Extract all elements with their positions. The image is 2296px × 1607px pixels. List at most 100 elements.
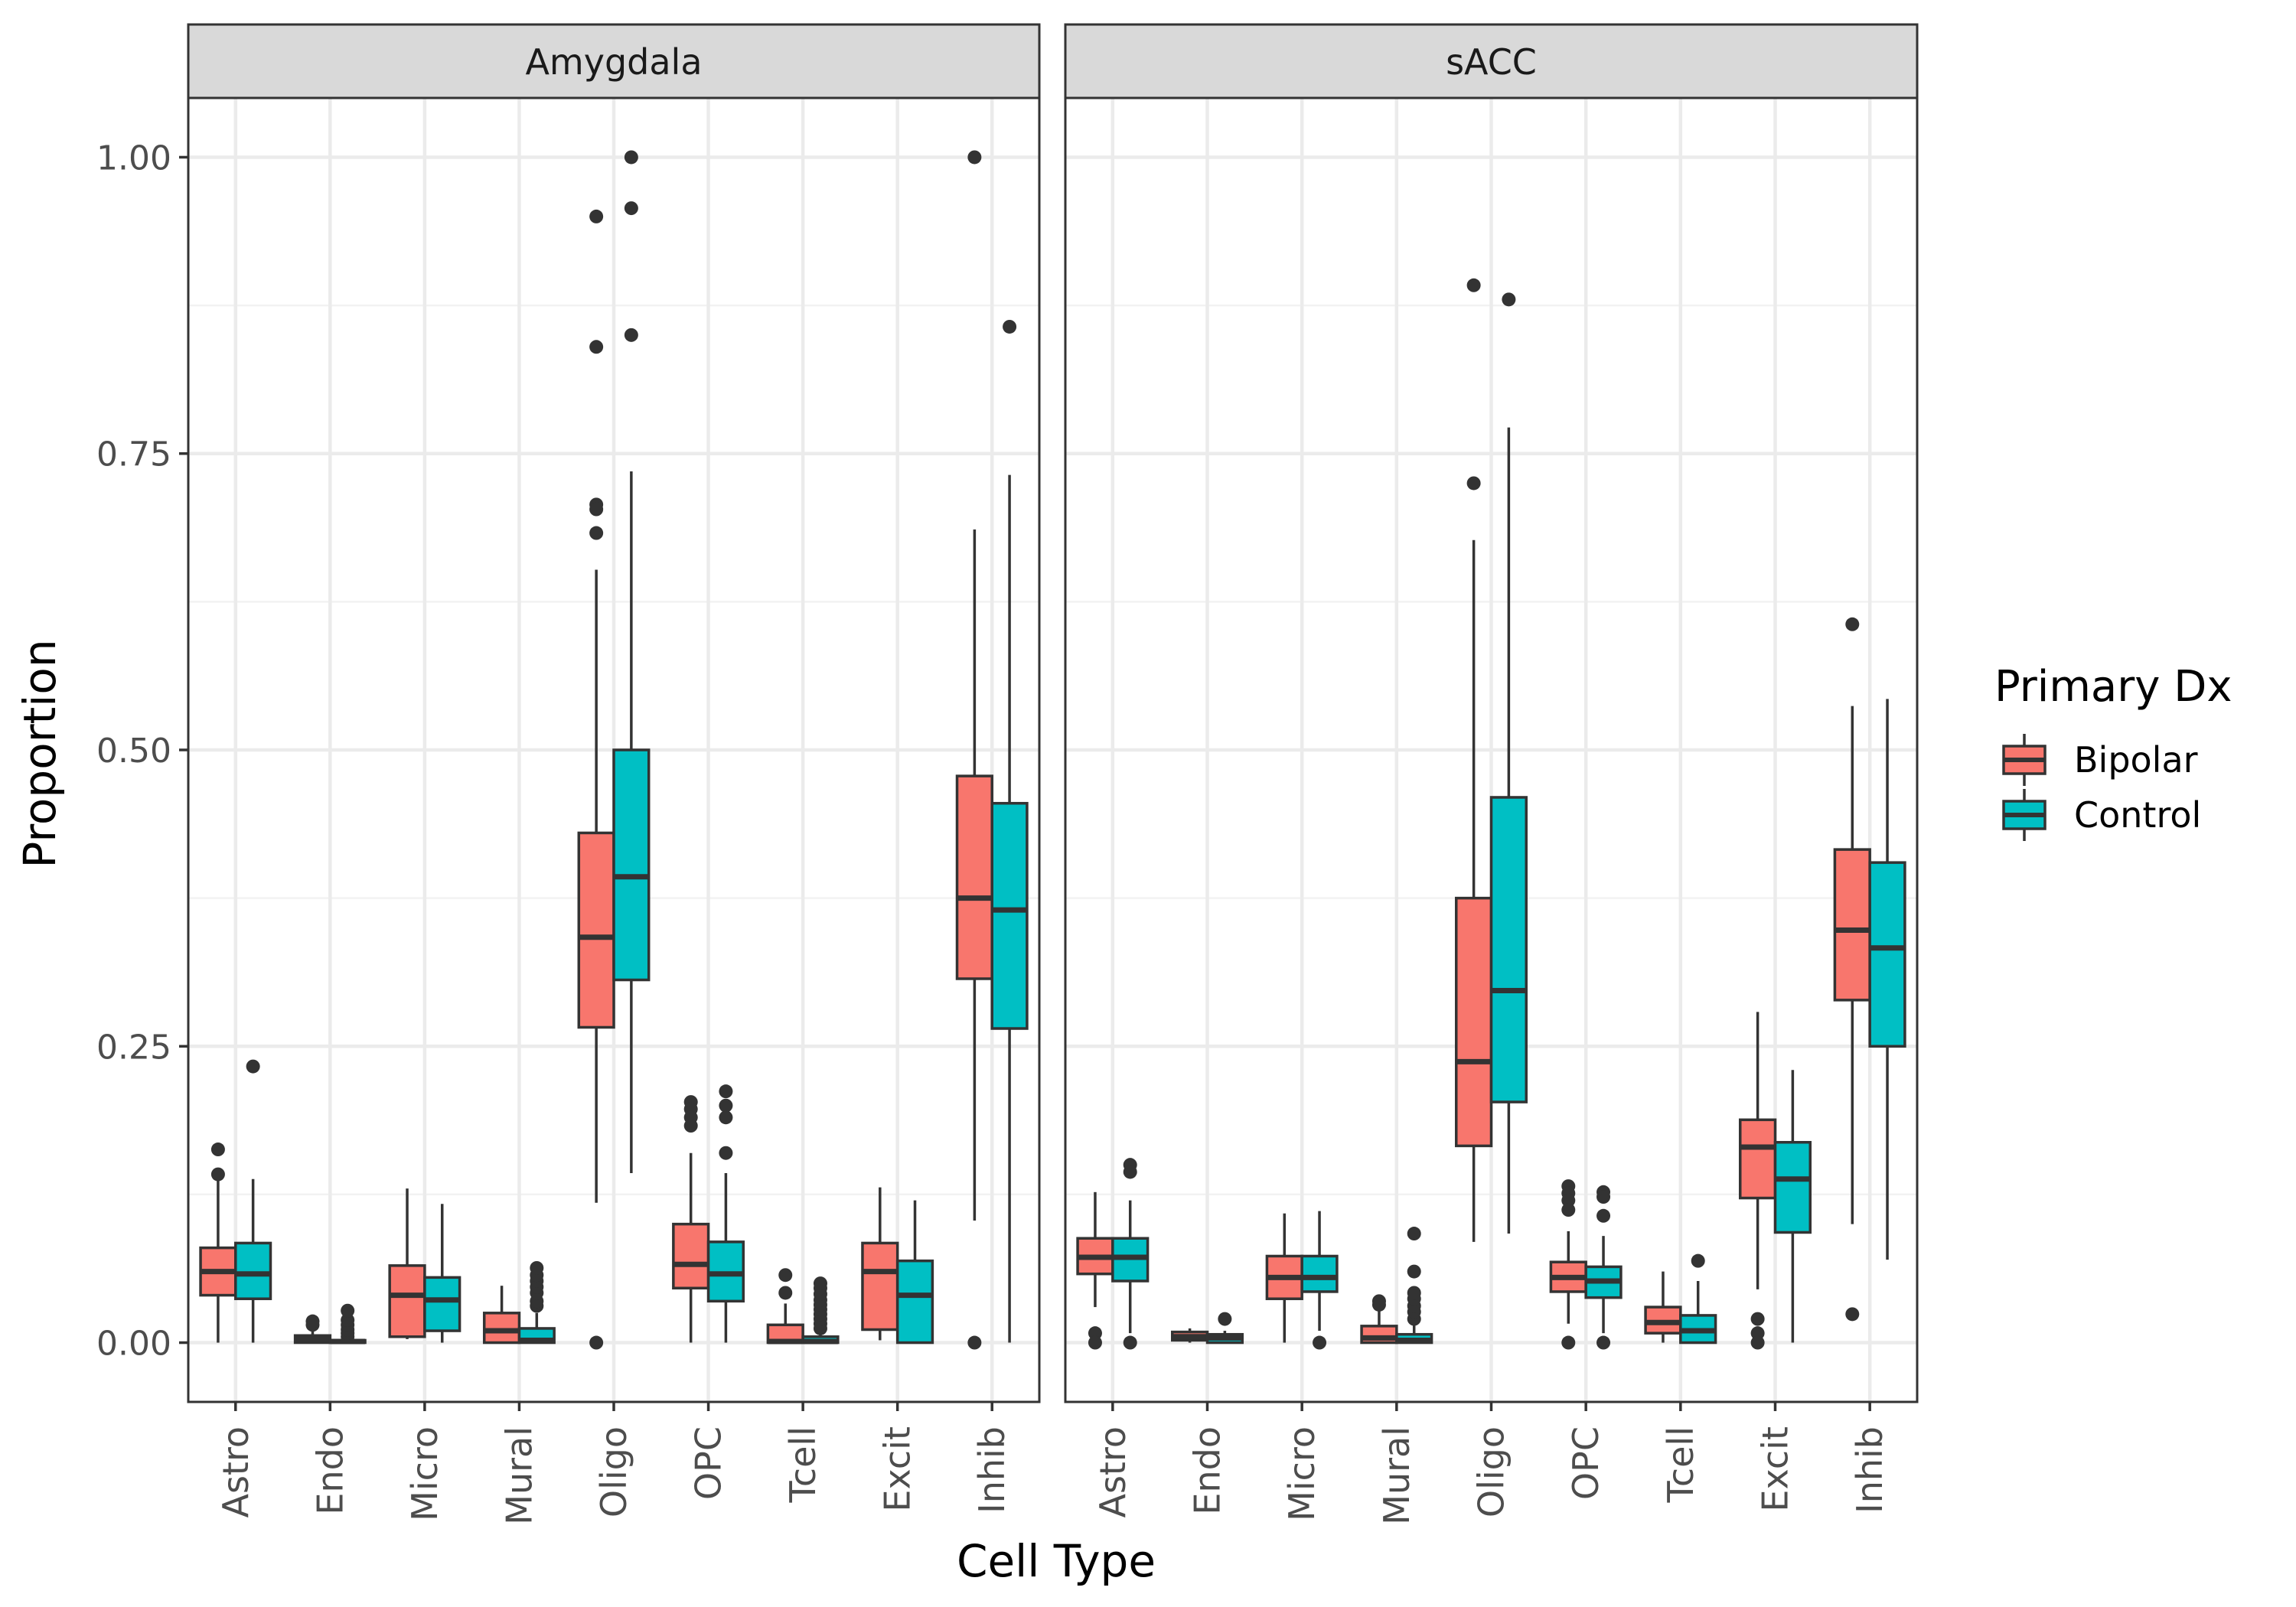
box-body (423, 1276, 461, 1332)
outlier-point (1845, 617, 1860, 631)
box-amygdala-bipolar-inhib (955, 150, 993, 1350)
outlier-point (589, 209, 604, 223)
box-sacc-control-tcell (1679, 1253, 1717, 1345)
box-body (1868, 861, 1906, 1048)
outlier-point (624, 201, 638, 216)
box-body (1738, 1118, 1777, 1200)
box-amygdala-control-inhib (990, 319, 1029, 1343)
box-body (895, 1259, 934, 1345)
box-body (955, 774, 993, 980)
y-axis-title: Proportion (14, 639, 66, 868)
panel-sacc: sACC Astro Endo Micro Mural Oligo OPC Tcell Exci… (1064, 23, 1919, 1525)
outlier-point (589, 502, 604, 517)
x-tick-label-oligo: Oligo (1471, 1426, 1512, 1517)
outlier-point (1088, 1326, 1102, 1341)
box-amygdala-bipolar-micro (388, 1188, 426, 1339)
box-sacc-control-opc (1584, 1185, 1623, 1350)
box-sacc-control-mural (1395, 1227, 1433, 1345)
box-body (577, 831, 615, 1029)
outlier-point (1123, 1165, 1137, 1179)
box-body (1833, 848, 1871, 1002)
box-amygdala-control-micro (423, 1204, 461, 1343)
box-amygdala-control-oligo (612, 150, 651, 1174)
x-tick-label-inhib: Inhib (1849, 1426, 1890, 1514)
outlier-point (683, 1119, 698, 1133)
y-tick-label: 0.50 (96, 732, 171, 771)
outlier-point (1466, 278, 1481, 292)
y-tick-label: 0.00 (96, 1325, 171, 1364)
outlier-point (624, 150, 638, 165)
outlier-point (813, 1276, 827, 1291)
outlier-point (1088, 1335, 1102, 1350)
box-body (234, 1241, 272, 1300)
box-body (1300, 1254, 1339, 1293)
outlier-point (1407, 1264, 1421, 1279)
x-tick-label-oligo: Oligo (593, 1426, 634, 1517)
box-body (482, 1312, 521, 1345)
outlier-point (530, 1260, 544, 1275)
x-tick-label-mural: Mural (1376, 1426, 1417, 1525)
outlier-point (1123, 1335, 1137, 1350)
strip-background (1064, 23, 1919, 99)
box-body (612, 748, 651, 982)
outlier-point (1218, 1312, 1232, 1326)
outlier-point (1750, 1326, 1765, 1341)
outlier-point (624, 328, 638, 342)
box-amygdala-control-astro (234, 1059, 272, 1343)
outlier-point (589, 340, 604, 354)
box-sacc-control-excit (1773, 1070, 1812, 1343)
box-amygdala-control-mural (517, 1260, 556, 1345)
outlier-point (1371, 1297, 1386, 1312)
box-amygdala-control-tcell (801, 1276, 840, 1345)
box-sacc-control-micro (1300, 1211, 1339, 1350)
box-amygdala-control-opc (706, 1084, 745, 1343)
legend-item-bipolar: Bipolar (2002, 734, 2198, 786)
outlier-point (589, 526, 604, 540)
box-sacc-bipolar-inhib (1833, 617, 1871, 1322)
outlier-point (1003, 319, 1017, 334)
outlier-point (1596, 1190, 1611, 1204)
x-axis-title: Cell Type (957, 1535, 1156, 1587)
x-tick-label-micro: Micro (1281, 1426, 1322, 1521)
box-amygdala-bipolar-tcell (766, 1268, 804, 1345)
box-body (1454, 896, 1493, 1148)
outlier-point (967, 1335, 982, 1350)
outlier-point (1750, 1312, 1765, 1326)
outlier-point (1561, 1335, 1576, 1350)
strip-label: sACC (1446, 41, 1537, 83)
box-sacc-bipolar-micro (1265, 1213, 1303, 1343)
legend-title: Primary Dx (1994, 662, 2232, 712)
outlier-point (719, 1110, 733, 1125)
box-body (1773, 1140, 1812, 1234)
box-body (990, 801, 1029, 1030)
outlier-point (1750, 1335, 1765, 1350)
x-tick-label-opc: OPC (1565, 1426, 1606, 1500)
outlier-point (1407, 1286, 1421, 1300)
outlier-point (719, 1084, 733, 1099)
box-sacc-control-endo (1205, 1312, 1244, 1345)
x-tick-label-tcell: Tcell (782, 1426, 823, 1503)
x-tick-label-endo: Endo (309, 1426, 351, 1515)
box-sacc-control-inhib (1868, 699, 1906, 1260)
x-tick-label-astro: Astro (1092, 1426, 1133, 1518)
outlier-point (210, 1143, 225, 1157)
outlier-point (967, 150, 982, 165)
box-sacc-control-astro (1111, 1158, 1150, 1350)
box-amygdala-control-endo (328, 1303, 367, 1345)
x-tick-label-mural: Mural (498, 1426, 540, 1525)
outlier-point (1502, 292, 1516, 307)
x-tick-label-opc: OPC (688, 1426, 729, 1500)
box-body (1489, 796, 1528, 1103)
outlier-point (210, 1167, 225, 1182)
outlier-point (305, 1314, 320, 1328)
outlier-point (1313, 1335, 1327, 1350)
y-tick-label: 0.75 (96, 435, 171, 474)
outlier-point (1407, 1227, 1421, 1241)
legend-items: Bipolar Control (2002, 734, 2201, 841)
outlier-point (589, 1335, 604, 1350)
outlier-point (719, 1098, 733, 1113)
outlier-point (1596, 1208, 1611, 1223)
y-tick-label: 1.00 (96, 139, 171, 178)
outlier-point (1691, 1253, 1705, 1268)
x-tick-label-inhib: Inhib (971, 1426, 1013, 1514)
